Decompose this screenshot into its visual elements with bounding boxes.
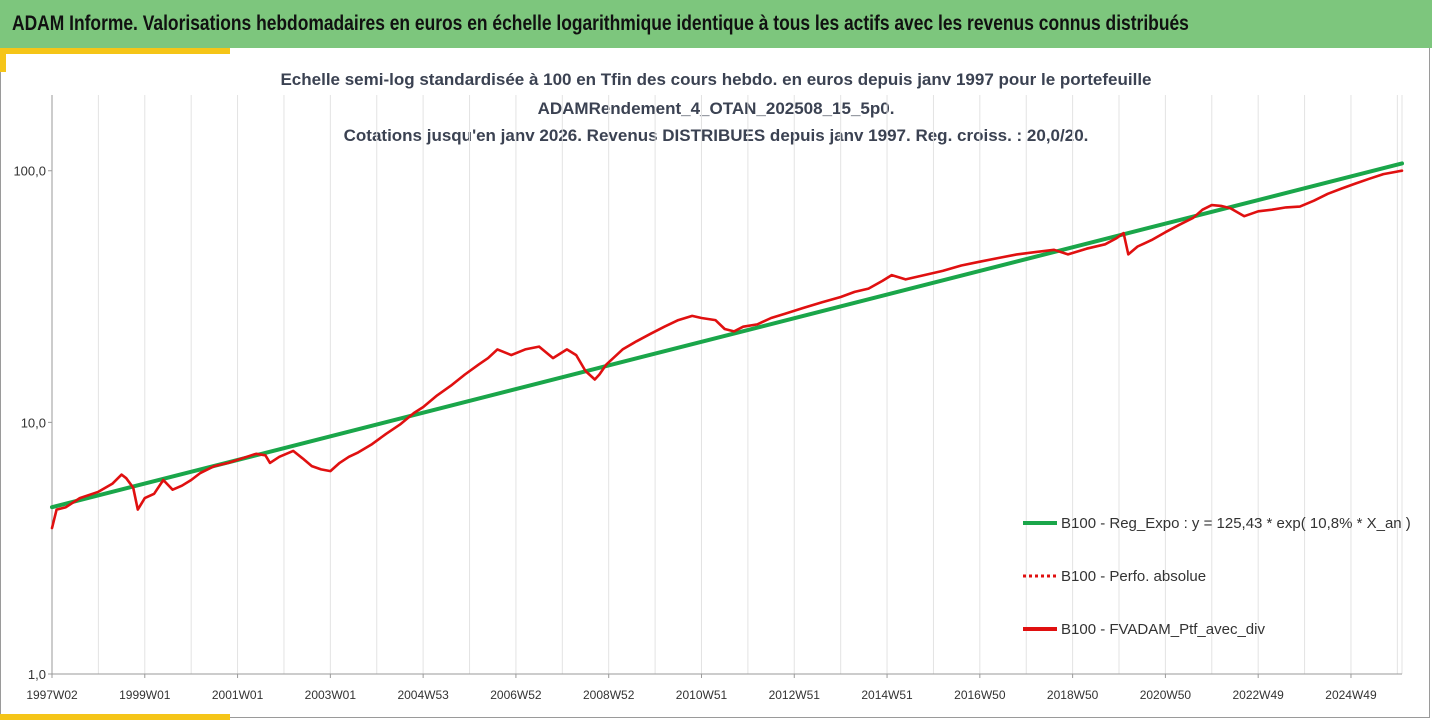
x-tick-label: 2020W50 xyxy=(1140,688,1192,702)
x-tick-label: 1997W02 xyxy=(26,688,78,702)
legend-label-1: B100 - Reg_Expo : y = 125,43 * exp( 10,8… xyxy=(1061,515,1411,532)
x-tick-label: 2003W01 xyxy=(305,688,357,702)
accent-bar-bottom xyxy=(0,714,230,720)
chart-title-line-1: Echelle semi-log standardisée à 100 en T… xyxy=(280,70,1152,89)
y-tick-label: 10,0 xyxy=(21,415,46,430)
x-tick-label: 2012W51 xyxy=(769,688,821,702)
accent-bar-left xyxy=(0,48,6,72)
x-tick-label: 2008W52 xyxy=(583,688,635,702)
y-tick-label: 100,0 xyxy=(13,164,46,179)
y-tick-label: 1,0 xyxy=(28,667,46,682)
x-tick-label: 2004W53 xyxy=(397,688,449,702)
report-title: ADAM Informe. Valorisations hebdomadaire… xyxy=(12,12,1189,35)
x-axis: 1997W02 1999W01 2001W01 2003W01 2004W53 2006W… xyxy=(26,673,1402,702)
gridlines xyxy=(51,95,1403,674)
x-tick-label: 2006W52 xyxy=(490,688,542,702)
x-tick-label: 1999W01 xyxy=(119,688,171,702)
series-lines xyxy=(50,161,1404,530)
x-tick-label: 2001W01 xyxy=(212,688,264,702)
x-tick-label: 2024W49 xyxy=(1325,688,1377,702)
legend: B100 - Reg_Expo : y = 125,43 * exp( 10,8… xyxy=(1023,515,1411,638)
x-tick-label: 2022W49 xyxy=(1232,688,1284,702)
chart-title-line-3: Cotations jusqu'en janv 2026. Revenus DI… xyxy=(343,126,1089,145)
x-tick-label: 2010W51 xyxy=(676,688,728,702)
series-line-1 xyxy=(50,161,1404,510)
x-tick-label: 2016W50 xyxy=(954,688,1006,702)
report-banner: ADAM Informe. Valorisations hebdomadaire… xyxy=(0,0,1432,48)
series-line-3 xyxy=(50,169,1404,530)
legend-label-2: B100 - Perfo. absolue xyxy=(1061,568,1206,585)
legend-label-3: B100 - FVADAM_Ptf_avec_div xyxy=(1061,621,1265,638)
chart-title-line-2: ADAMRendement_4_OTAN_202508_15_5p0. xyxy=(537,99,895,118)
accent-bar-top xyxy=(0,48,230,54)
x-tick-label: 2014W51 xyxy=(861,688,913,702)
y-axis: 1,0 10,0 100,0 xyxy=(13,95,53,682)
x-tick-label: 2018W50 xyxy=(1047,688,1099,702)
